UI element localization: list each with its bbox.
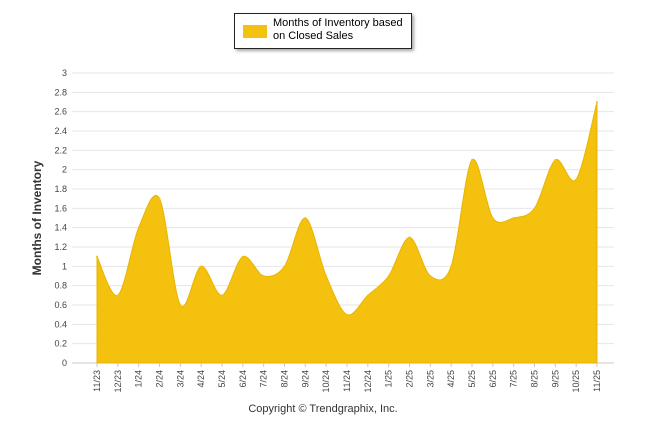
x-tick-label: 10/25 <box>571 370 581 393</box>
data-point <box>408 236 411 239</box>
y-tick-label: 1.2 <box>54 242 67 252</box>
data-point <box>346 313 348 316</box>
x-tick-label: 9/25 <box>550 370 560 388</box>
x-tick-label: 9/24 <box>300 370 310 388</box>
series-area <box>96 101 598 364</box>
y-tick-label: 0.4 <box>54 319 67 329</box>
x-tick-label: 6/24 <box>238 370 248 388</box>
x-tick-label: 5/24 <box>217 370 227 388</box>
x-tick-label: 1/24 <box>134 370 144 388</box>
y-tick-label: 1.4 <box>54 223 67 233</box>
y-tick-label: 2.2 <box>54 145 67 155</box>
data-point <box>387 275 390 277</box>
x-tick-label: 2/24 <box>155 370 165 388</box>
x-axis-ticks: 11/23 12/23 1/24 2/24 3/24 4/24 5/24 6/24 7/24 8/… <box>92 363 602 393</box>
copyright-text: Copyright © Trendgraphix, Inc. <box>248 403 398 415</box>
x-tick-label: 8/25 <box>530 370 540 388</box>
legend-swatch <box>243 25 267 38</box>
series-area-fill <box>96 101 598 364</box>
y-tick-label: 0.8 <box>54 281 67 291</box>
y-tick-label: 2 <box>62 165 67 175</box>
data-point <box>241 255 244 258</box>
y-tick-label: 1 <box>62 261 67 271</box>
y-tick-label: 1.8 <box>54 184 67 194</box>
x-tick-label: 11/23 <box>92 370 102 392</box>
x-tick-label: 4/25 <box>446 370 456 388</box>
data-point <box>450 265 453 268</box>
data-point <box>200 265 203 268</box>
y-tick-label: 3 <box>62 68 67 78</box>
data-point <box>554 159 557 161</box>
legend-label-line1: Months of Inventory based <box>273 17 403 29</box>
y-tick-label: 0 <box>62 358 67 368</box>
x-tick-label: 11/25 <box>592 370 602 392</box>
y-tick-label: 0.2 <box>54 339 67 349</box>
y-tick-label: 2.4 <box>54 126 67 136</box>
x-tick-label: 11/24 <box>342 370 352 392</box>
data-point <box>429 275 432 277</box>
data-point <box>96 255 98 258</box>
data-point <box>262 275 265 277</box>
data-point <box>179 304 182 306</box>
x-tick-label: 7/25 <box>509 370 519 388</box>
x-tick-label: 6/25 <box>488 370 498 388</box>
x-tick-label: 12/24 <box>363 370 373 393</box>
x-tick-label: 1/25 <box>384 370 394 388</box>
x-tick-label: 5/25 <box>467 370 477 388</box>
y-axis-ticks: 0 0.2 0.4 0.6 0.8 1 1.2 1.4 1.6 1.8 2 2.2 2.4 2.6 2.8 3 <box>54 68 67 368</box>
x-tick-label: 8/24 <box>280 370 290 388</box>
legend-label: Months of Inventory based on Closed Sale… <box>273 17 409 43</box>
y-tick-label: 2.6 <box>54 107 67 117</box>
data-point <box>116 294 119 297</box>
data-point <box>491 217 494 219</box>
data-point <box>575 178 578 181</box>
x-tick-label: 10/24 <box>321 370 331 393</box>
data-point <box>596 101 598 103</box>
data-point <box>366 294 369 297</box>
data-point <box>512 217 515 219</box>
y-tick-label: 2.8 <box>54 87 67 97</box>
x-tick-label: 4/24 <box>196 370 206 388</box>
data-point <box>137 226 140 229</box>
x-tick-label: 7/24 <box>259 370 269 388</box>
data-point <box>158 197 161 200</box>
x-tick-label: 3/25 <box>425 370 435 388</box>
data-point <box>304 217 307 219</box>
x-tick-label: 12/23 <box>113 370 123 393</box>
x-tick-label: 3/24 <box>175 370 185 388</box>
data-point <box>283 265 286 268</box>
data-point <box>471 159 473 161</box>
legend-label-line2: on Closed Sales <box>273 30 354 42</box>
y-tick-label: 0.6 <box>54 300 67 310</box>
y-tick-label: 1.6 <box>54 203 67 213</box>
y-axis-title: Months of Inventory <box>30 160 44 275</box>
data-point <box>325 275 328 277</box>
data-point <box>221 294 223 297</box>
x-tick-label: 2/25 <box>405 370 415 388</box>
legend: Months of Inventory based on Closed Sale… <box>234 13 412 49</box>
data-point <box>533 207 536 210</box>
